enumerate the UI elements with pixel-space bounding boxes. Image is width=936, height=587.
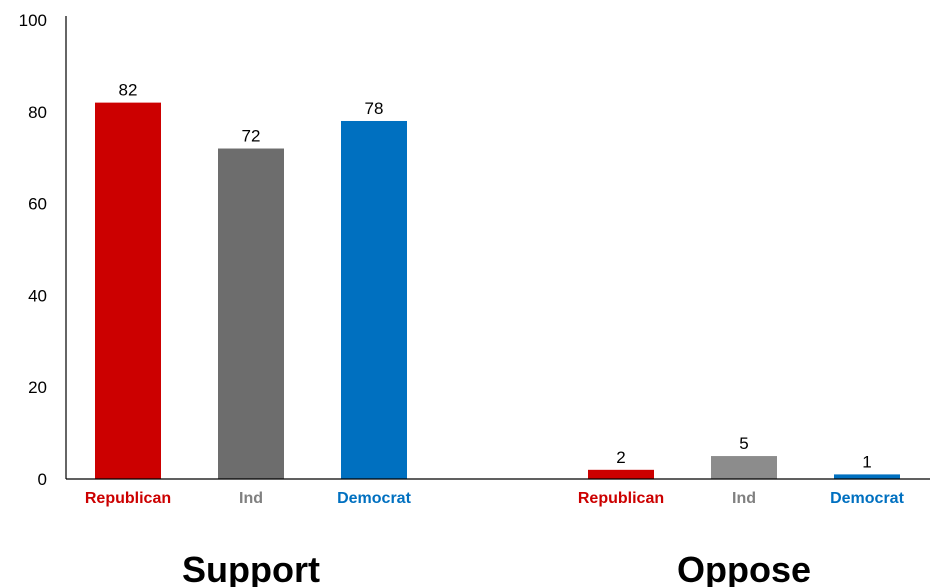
group-label: Support bbox=[182, 549, 320, 587]
y-tick-label: 0 bbox=[38, 470, 47, 489]
bar-value-label: 72 bbox=[242, 127, 261, 146]
y-tick-label: 80 bbox=[28, 103, 47, 122]
category-label: Ind bbox=[239, 490, 263, 507]
bar-value-label: 5 bbox=[739, 434, 748, 453]
bar-value-label: 2 bbox=[616, 448, 625, 467]
bar-value-label: 1 bbox=[862, 452, 871, 471]
category-label: Republican bbox=[578, 490, 664, 507]
category-labels: Republican Ind Democrat Republican Ind Democr… bbox=[85, 490, 905, 507]
category-label: Republican bbox=[85, 490, 171, 507]
y-axis-ticks: 0 20 40 60 80 100 bbox=[19, 11, 47, 489]
group-label: Oppose bbox=[677, 549, 811, 587]
bar bbox=[341, 120, 407, 479]
category-label: Democrat bbox=[337, 490, 411, 507]
bar-value-label: 78 bbox=[365, 99, 384, 118]
category-label: Democrat bbox=[830, 490, 904, 507]
bar bbox=[834, 474, 900, 479]
category-label: Ind bbox=[732, 490, 756, 507]
bar bbox=[588, 469, 654, 479]
y-tick-label: 20 bbox=[28, 378, 47, 397]
group-labels: Support Oppose bbox=[182, 549, 811, 587]
y-tick-label: 40 bbox=[28, 286, 47, 305]
y-tick-label: 60 bbox=[28, 195, 47, 214]
bar bbox=[218, 148, 284, 479]
y-tick-label: 100 bbox=[19, 11, 47, 30]
value-labels: 82 72 78 2 5 1 bbox=[119, 81, 872, 472]
bar bbox=[711, 456, 777, 479]
bar-value-label: 82 bbox=[119, 81, 138, 100]
bar bbox=[95, 102, 161, 480]
bars bbox=[95, 102, 900, 480]
